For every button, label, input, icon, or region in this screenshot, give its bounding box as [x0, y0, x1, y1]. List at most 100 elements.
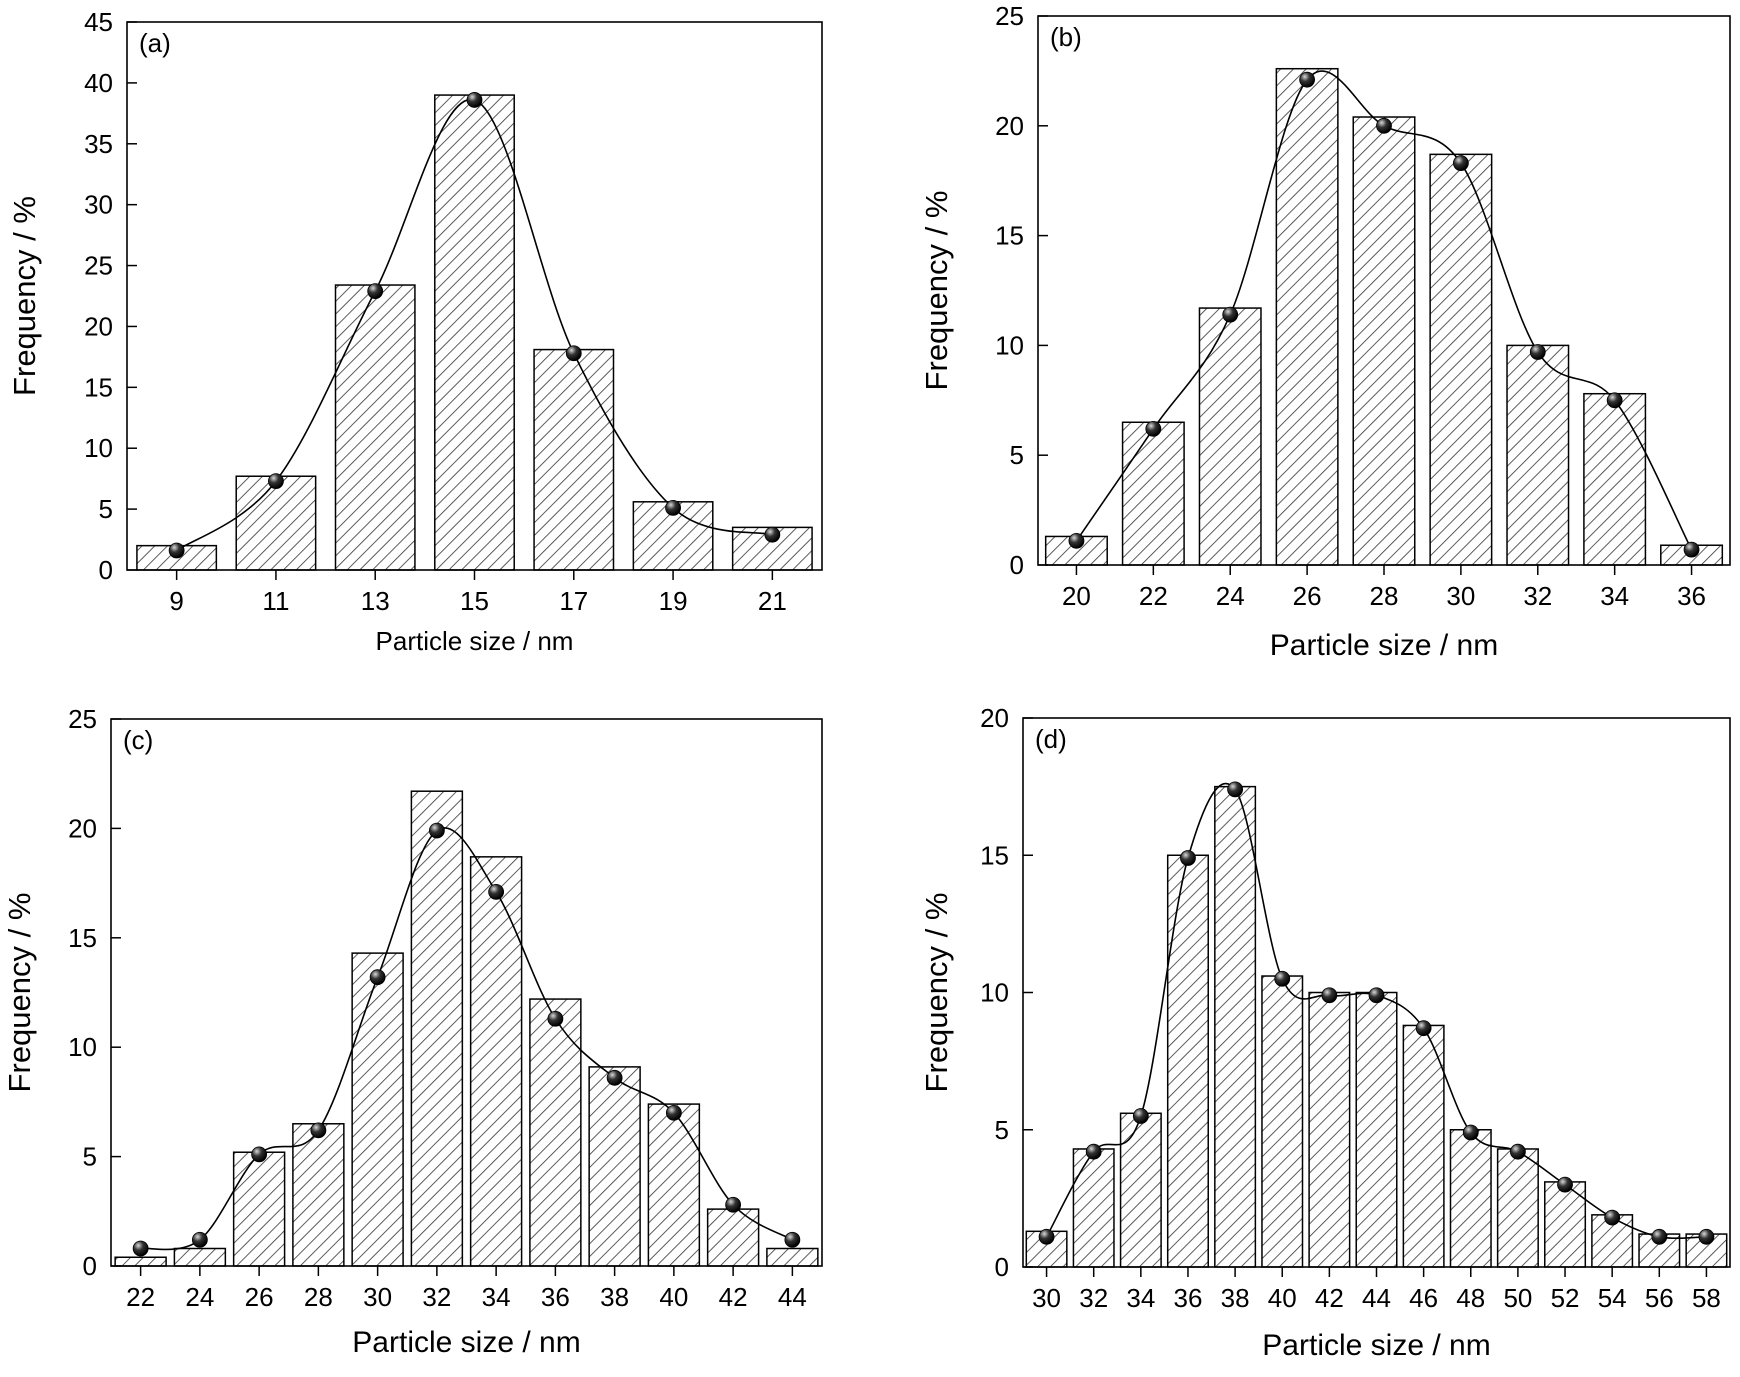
y-tick-label: 15	[980, 840, 1009, 870]
histogram-bar	[1275, 67, 1339, 566]
x-tick-label: 44	[778, 1282, 807, 1312]
histogram-bar	[1352, 116, 1416, 566]
data-point	[191, 1231, 208, 1248]
data-point	[1651, 1228, 1668, 1245]
histogram-bar	[1402, 1024, 1445, 1268]
x-axis-label: Particle size / nm	[1262, 1329, 1490, 1362]
data-point	[1299, 71, 1316, 88]
x-tick-label: 48	[1456, 1283, 1485, 1313]
data-point	[369, 969, 386, 986]
x-tick-label: 44	[1362, 1283, 1391, 1313]
y-tick-label: 10	[68, 1032, 97, 1062]
x-tick-label: 38	[1221, 1283, 1250, 1313]
y-tick-label: 10	[84, 433, 113, 463]
y-axis-label: Frequency / %	[919, 191, 954, 391]
data-point	[428, 822, 445, 839]
x-tick-label: 15	[460, 586, 489, 616]
y-tick-label: 5	[83, 1142, 97, 1172]
x-tick-label: 22	[126, 1282, 155, 1312]
x-tick-label: 26	[245, 1282, 274, 1312]
x-tick-label: 36	[1174, 1283, 1203, 1313]
data-point	[132, 1240, 149, 1257]
y-tick-label: 20	[68, 813, 97, 843]
histogram-bar	[232, 1151, 286, 1267]
histogram-bar	[1119, 1112, 1162, 1268]
data-point	[1038, 1228, 1055, 1245]
x-tick-label: 24	[185, 1282, 214, 1312]
histogram-bar	[1121, 421, 1185, 566]
y-axis-label: Frequency / %	[919, 893, 954, 1093]
x-tick-label: 36	[1677, 581, 1706, 611]
x-tick-label: 13	[361, 586, 390, 616]
y-tick-label: 25	[68, 704, 97, 734]
y-tick-label: 45	[84, 7, 113, 37]
data-point	[1557, 1176, 1573, 1193]
x-tick-label: 58	[1692, 1283, 1721, 1313]
x-tick-label: 36	[541, 1282, 570, 1312]
x-tick-label: 9	[169, 586, 183, 616]
x-tick-label: 56	[1645, 1283, 1674, 1313]
x-tick-label: 30	[1032, 1283, 1061, 1313]
histogram-bar	[235, 475, 317, 571]
histogram-bar	[1583, 392, 1647, 566]
histogram-bar	[351, 952, 404, 1267]
x-tick-label: 52	[1551, 1283, 1580, 1313]
x-tick-label: 34	[1126, 1283, 1155, 1313]
data-point	[1698, 1228, 1715, 1245]
data-point	[1606, 392, 1623, 409]
data-point	[725, 1196, 742, 1213]
histogram-bar	[1506, 344, 1570, 566]
histogram-bar	[434, 94, 515, 571]
data-point	[1145, 420, 1162, 437]
histogram-bar	[533, 348, 615, 571]
y-tick-label: 35	[84, 129, 113, 159]
data-point	[606, 1069, 623, 1086]
histogram-bar	[1449, 1129, 1492, 1268]
y-tick-label: 40	[84, 68, 113, 98]
x-tick-label: 40	[659, 1282, 688, 1312]
histogram-bar	[1214, 785, 1257, 1268]
data-point	[1180, 850, 1196, 866]
y-tick-label: 5	[99, 494, 113, 524]
y-tick-label: 20	[995, 111, 1024, 141]
x-tick-label: 19	[659, 586, 688, 616]
x-axis-label: Particle size / nm	[352, 1326, 580, 1359]
chart-panel-c: 0 5 10 15 20 25 22 24 26 28 30 32 34 36 38 40 42 44 (c) Par…	[2, 704, 823, 1359]
x-tick-label: 34	[1600, 581, 1629, 611]
y-tick-label: 15	[68, 923, 97, 953]
x-tick-label: 34	[482, 1282, 511, 1312]
plot-frame	[110, 718, 823, 1267]
data-point	[1415, 1020, 1432, 1037]
histogram-bar	[114, 1256, 167, 1267]
data-point	[1368, 987, 1385, 1004]
x-tick-label: 54	[1598, 1283, 1627, 1313]
histogram-bar	[1308, 991, 1351, 1268]
x-tick-label: 28	[1370, 581, 1399, 611]
data-point	[764, 526, 781, 543]
data-point	[1376, 117, 1392, 134]
histogram-bar	[292, 1123, 345, 1267]
data-point	[1222, 306, 1239, 323]
data-point	[1132, 1108, 1149, 1124]
data-point	[1227, 781, 1243, 798]
y-tick-label: 0	[995, 1252, 1009, 1282]
panel-label: (b)	[1050, 22, 1082, 52]
panel-label: (d)	[1035, 724, 1067, 754]
data-point	[1068, 532, 1085, 549]
data-point	[466, 92, 483, 108]
histogram-bar	[469, 856, 523, 1267]
histogram-bar	[1355, 991, 1398, 1268]
x-axis-label: Particle size / nm	[376, 626, 574, 656]
x-tick-label: 22	[1139, 581, 1168, 611]
histogram-bar	[706, 1208, 760, 1267]
y-tick-label: 25	[995, 1, 1024, 31]
x-tick-label: 50	[1503, 1283, 1532, 1313]
y-tick-label: 0	[83, 1251, 97, 1281]
x-tick-label: 32	[1079, 1283, 1108, 1313]
histogram-bar	[1072, 1148, 1115, 1268]
x-tick-label: 46	[1409, 1283, 1438, 1313]
x-tick-label: 17	[559, 586, 588, 616]
data-point	[665, 1104, 682, 1121]
